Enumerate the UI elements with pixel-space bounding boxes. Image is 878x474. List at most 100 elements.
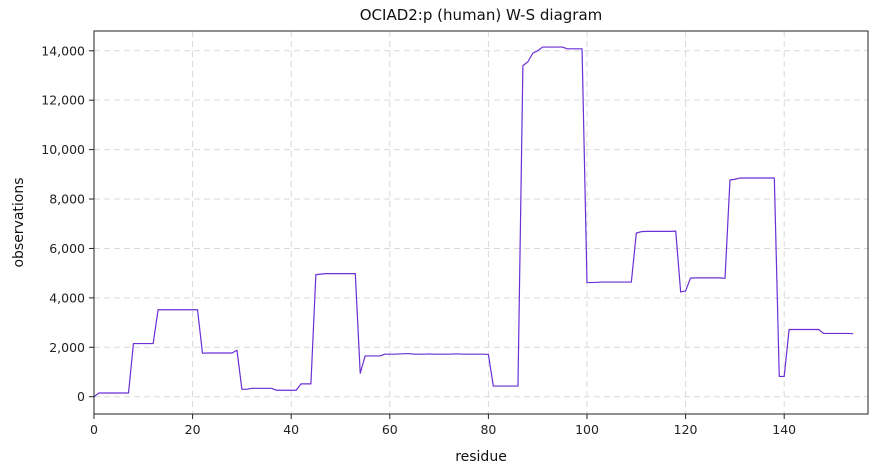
data-point xyxy=(596,282,597,283)
data-point xyxy=(503,385,504,386)
data-point xyxy=(552,46,553,47)
data-point xyxy=(399,353,400,354)
data-point xyxy=(271,388,272,389)
data-point xyxy=(508,385,509,386)
data-point xyxy=(143,343,144,344)
data-point xyxy=(236,350,237,351)
y-tick-label: 0 xyxy=(77,389,85,404)
data-point xyxy=(650,231,651,232)
data-point xyxy=(764,177,765,178)
data-point xyxy=(434,354,435,355)
data-point xyxy=(813,329,814,330)
data-point xyxy=(227,352,228,353)
x-tick-label: 80 xyxy=(480,422,496,437)
data-point xyxy=(537,50,538,51)
y-tick-label: 2,000 xyxy=(49,340,85,355)
data-point xyxy=(157,309,158,310)
data-point xyxy=(424,354,425,355)
data-point xyxy=(577,48,578,49)
data-point xyxy=(162,309,163,310)
data-point xyxy=(818,329,819,330)
data-point xyxy=(527,61,528,62)
data-point xyxy=(315,274,316,275)
data-point xyxy=(646,231,647,232)
data-point xyxy=(276,390,277,391)
data-point xyxy=(148,343,149,344)
data-point xyxy=(384,354,385,355)
data-point xyxy=(665,231,666,232)
data-point xyxy=(286,390,287,391)
data-point xyxy=(641,231,642,232)
x-tick-label: 140 xyxy=(772,422,796,437)
data-point xyxy=(389,354,390,355)
data-point xyxy=(266,388,267,389)
data-point xyxy=(512,385,513,386)
data-point xyxy=(621,281,622,282)
x-axis-label: residue xyxy=(455,449,507,465)
data-point xyxy=(296,390,297,391)
y-tick-label: 12,000 xyxy=(41,93,85,108)
data-point xyxy=(611,281,612,282)
axis-ticks: 0 20 40 60 80 100 120 140 0 2,000 4,000 6,000 8,000 1… xyxy=(41,43,796,437)
data-point xyxy=(729,179,730,180)
data-point xyxy=(443,354,444,355)
data-point xyxy=(340,273,341,274)
data-point xyxy=(606,281,607,282)
data-point xyxy=(419,354,420,355)
y-tick-label: 8,000 xyxy=(49,192,85,207)
data-point xyxy=(217,352,218,353)
data-point xyxy=(853,333,854,334)
data-point xyxy=(414,354,415,355)
data-point xyxy=(108,392,109,393)
y-tick-label: 14,000 xyxy=(41,43,85,58)
data-point xyxy=(177,309,178,310)
data-point xyxy=(463,354,464,355)
data-point xyxy=(335,273,336,274)
data-point xyxy=(710,277,711,278)
data-point xyxy=(182,309,183,310)
data-point xyxy=(325,273,326,274)
data-point xyxy=(261,388,262,389)
data-point xyxy=(700,277,701,278)
data-point xyxy=(784,376,785,377)
data-point xyxy=(695,277,696,278)
data-point xyxy=(586,282,587,283)
data-point xyxy=(581,48,582,49)
data-point xyxy=(715,277,716,278)
data-point xyxy=(572,48,573,49)
x-tick-label: 60 xyxy=(382,422,398,437)
data-point xyxy=(493,385,494,386)
y-axis-label: observations xyxy=(11,177,27,267)
data-point xyxy=(828,333,829,334)
data-point xyxy=(409,353,410,354)
data-point xyxy=(429,353,430,354)
data-point xyxy=(483,354,484,355)
data-point xyxy=(591,282,592,283)
data-point xyxy=(310,383,311,384)
y-tick-label: 10,000 xyxy=(41,142,85,157)
data-point xyxy=(374,355,375,356)
data-point xyxy=(468,354,469,355)
data-point xyxy=(720,277,721,278)
data-point xyxy=(113,392,114,393)
data-point xyxy=(281,390,282,391)
data-point xyxy=(345,273,346,274)
data-point xyxy=(222,352,223,353)
data-point xyxy=(754,177,755,178)
y-tick-label: 6,000 xyxy=(49,241,85,256)
data-point xyxy=(567,48,568,49)
data-point xyxy=(241,389,242,390)
data-point xyxy=(670,231,671,232)
data-point xyxy=(439,354,440,355)
data-point xyxy=(330,273,331,274)
data-point xyxy=(675,231,676,232)
data-point xyxy=(197,309,198,310)
data-point xyxy=(547,46,548,47)
data-point xyxy=(562,46,563,47)
x-tick-label: 20 xyxy=(185,422,201,437)
data-point xyxy=(690,278,691,279)
data-point xyxy=(774,177,775,178)
data-point xyxy=(636,233,637,234)
